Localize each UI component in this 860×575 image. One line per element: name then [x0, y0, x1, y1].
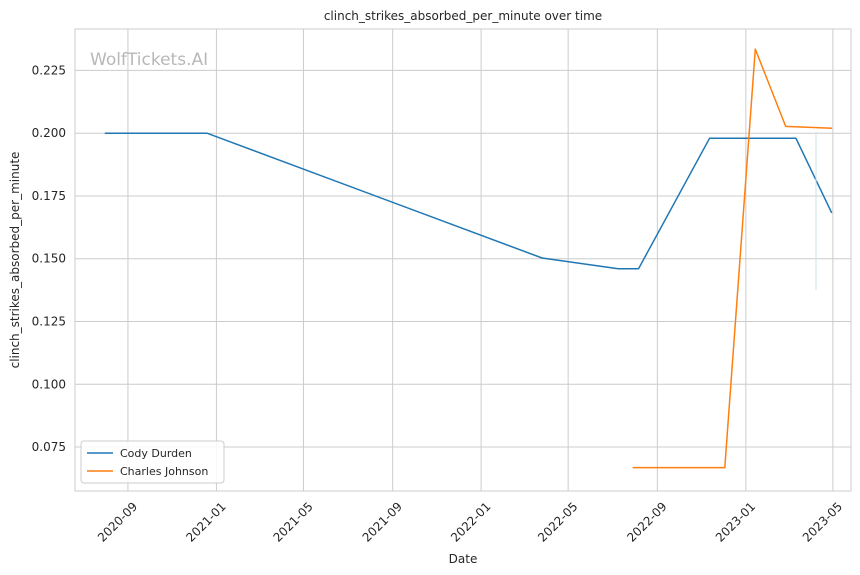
x-tick-label: 2021-05: [270, 499, 315, 544]
x-tick-label: 2020-09: [95, 499, 140, 544]
legend-label-1: Charles Johnson: [120, 465, 208, 478]
x-tick-label: 2022-05: [535, 499, 580, 544]
watermark: WolfTickets.AI: [90, 50, 208, 70]
chart-title: clinch_strikes_absorbed_per_minute over …: [324, 9, 602, 23]
y-gridlines: [75, 69, 851, 448]
y-axis-title: clinch_strikes_absorbed_per_minute: [8, 152, 22, 369]
legend-label-0: Cody Durden: [120, 447, 192, 460]
y-tick-label: 0.175: [32, 189, 66, 203]
x-tick-label: 2022-09: [624, 499, 669, 544]
x-tick-labels: 2020-09 2021-01 2021-05 2021-09 2022-01 2022-…: [95, 499, 845, 544]
x-tick-label: 2022-01: [448, 499, 493, 544]
series-line-1: [632, 48, 833, 469]
x-tick-label: 2021-01: [183, 499, 228, 544]
x-gridlines: [127, 29, 834, 491]
y-tick-label: 0.100: [32, 377, 66, 391]
y-tick-label: 0.125: [32, 315, 66, 329]
y-tick-labels: 0.075 0.100 0.125 0.150 0.175 0.200 0.225: [32, 63, 66, 454]
legend-box: [80, 440, 225, 484]
y-tick-label: 0.200: [32, 126, 66, 140]
plot-border: [74, 28, 852, 492]
y-tick-label: 0.075: [32, 440, 66, 454]
series-layer: [104, 48, 833, 469]
y-tick-label: 0.225: [32, 63, 66, 77]
x-tick-label: 2023-01: [713, 499, 758, 544]
y-tick-label: 0.150: [32, 252, 66, 266]
x-tick-label: 2023-05: [800, 499, 845, 544]
x-axis-title: Date: [449, 552, 478, 566]
plot-background: [75, 29, 851, 491]
series-line-0: [104, 132, 833, 270]
x-tick-label: 2021-09: [360, 499, 405, 544]
legend: Cody Durden Charles Johnson: [80, 440, 225, 484]
